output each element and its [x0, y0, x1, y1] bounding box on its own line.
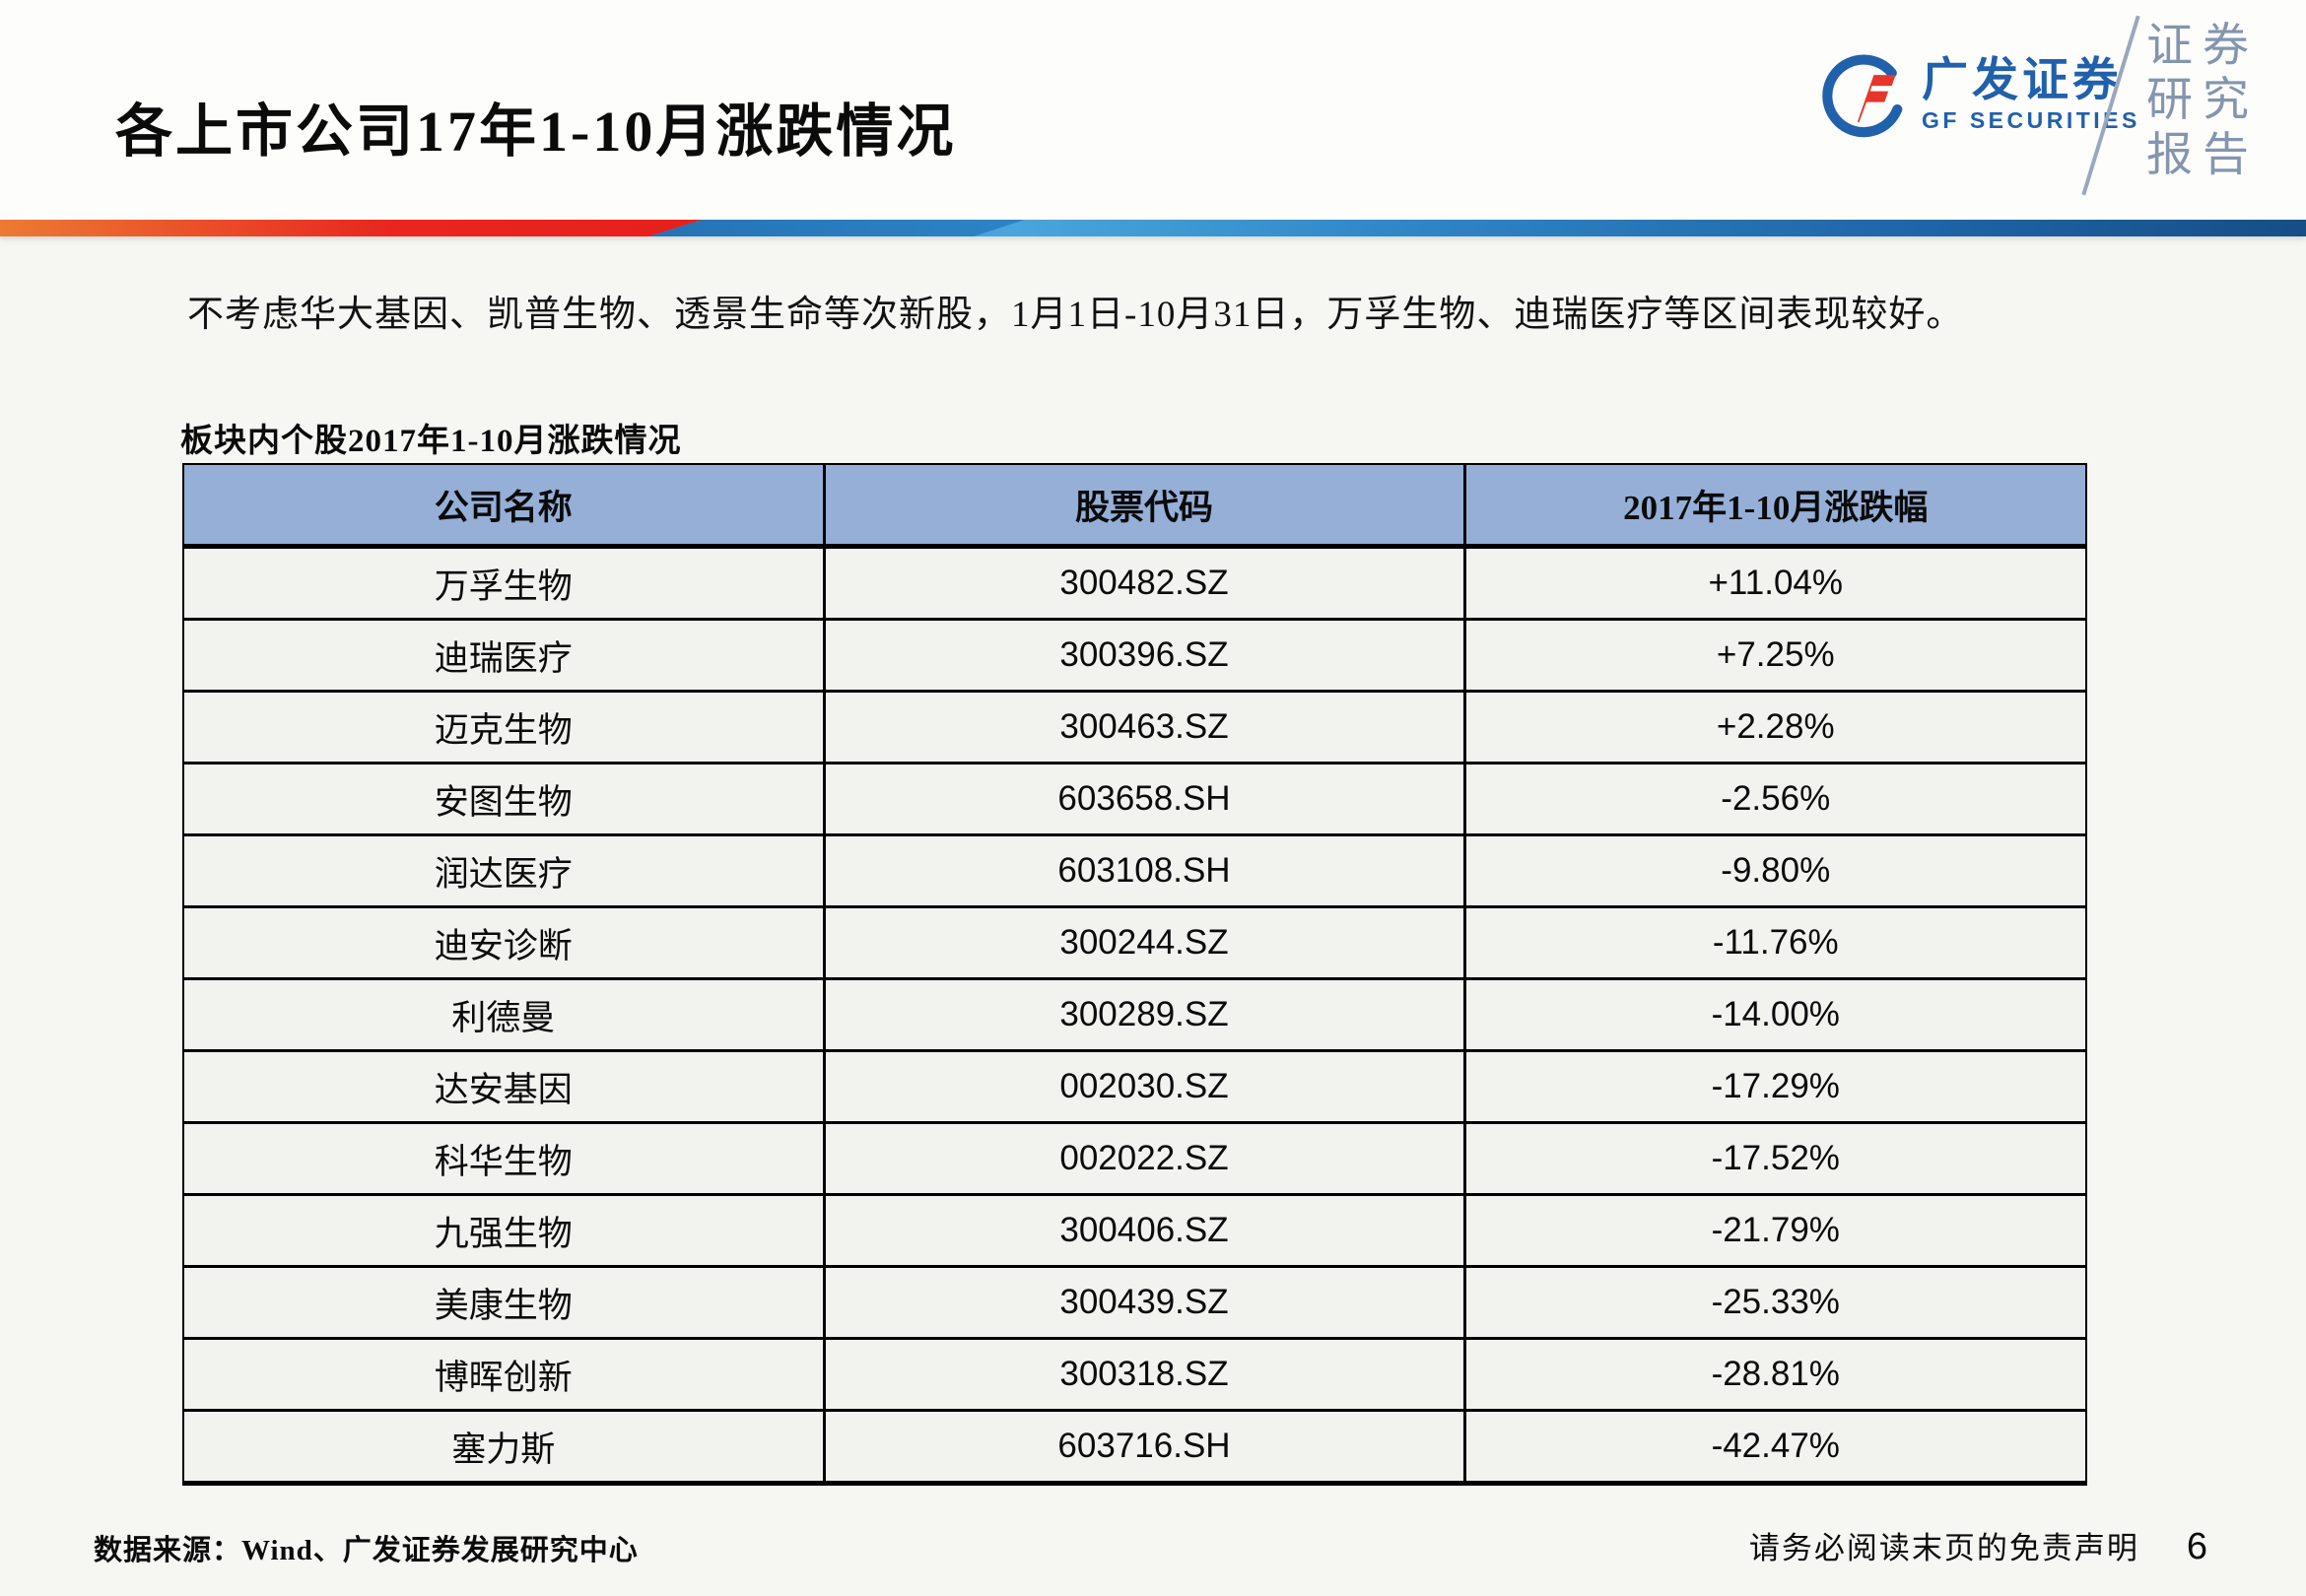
company-name-cell: 科华生物	[182, 1122, 824, 1196]
stock-code-cell: 300406.SZ	[822, 1194, 1464, 1268]
company-name-cell: 利德曼	[182, 978, 824, 1052]
column-header-stock-code: 股票代码	[822, 463, 1464, 549]
page-number: 6	[2186, 1526, 2207, 1567]
table-row: 博晖创新 300318.SZ -28.81%	[182, 1338, 2087, 1412]
stock-code-cell: 300463.SZ	[822, 691, 1464, 765]
logo-tagline: 证券 研究 报告	[2146, 20, 2284, 183]
stock-code-cell: 300244.SZ	[822, 906, 1464, 980]
company-name-cell: 迪安诊断	[182, 906, 824, 980]
change-cell: -11.76%	[1462, 906, 2087, 980]
change-cell: -17.29%	[1462, 1050, 2087, 1124]
logo-company-name-cn: 广发证券	[1922, 53, 2123, 105]
company-name-cell: 安图生物	[182, 763, 824, 836]
footer-right: 请务必阅读末页的免责声明 6	[1749, 1523, 2207, 1568]
change-cell: -2.56%	[1462, 763, 2087, 836]
top-band	[0, 0, 2306, 220]
change-cell: -17.52%	[1462, 1122, 2087, 1196]
stock-code-cell: 603108.SH	[822, 834, 1464, 908]
company-name-cell: 润达医疗	[182, 834, 824, 908]
accent-gradient-bar	[0, 220, 2306, 236]
stock-code-cell: 300289.SZ	[822, 978, 1464, 1052]
table-row: 达安基因 002030.SZ -17.29%	[182, 1050, 2087, 1124]
change-cell: -9.80%	[1462, 834, 2087, 908]
tagline-line: 研究	[2146, 75, 2259, 127]
table-row: 迪安诊断 300244.SZ -11.76%	[182, 906, 2087, 980]
disclaimer-note: 请务必阅读末页的免责声明	[1748, 1531, 2139, 1565]
table-caption: 板块内个股2017年1-10月涨跌情况	[180, 424, 682, 459]
change-cell: -42.47%	[1462, 1410, 2087, 1486]
company-name-cell: 博晖创新	[182, 1338, 824, 1412]
accent-bar-midblue-segment	[648, 220, 1025, 236]
stock-code-cell: 002030.SZ	[822, 1050, 1464, 1124]
company-name-cell: 迪瑞医疗	[182, 619, 824, 693]
stock-code-cell: 300396.SZ	[822, 619, 1464, 693]
table-row: 万孚生物 300482.SZ +11.04%	[182, 546, 2087, 621]
company-name-cell: 九强生物	[182, 1194, 824, 1268]
change-cell: +11.04%	[1462, 546, 2087, 621]
tagline-line: 报告	[2146, 129, 2259, 181]
company-name-cell: 美康生物	[182, 1266, 824, 1340]
stock-code-cell: 300318.SZ	[822, 1338, 1464, 1412]
tagline-line: 证券	[2146, 21, 2259, 72]
table-row: 科华生物 002022.SZ -17.52%	[182, 1122, 2087, 1196]
data-source-note: 数据来源：Wind、广发证券发展研究中心	[94, 1535, 639, 1566]
company-name-cell: 迈克生物	[182, 691, 824, 765]
column-header-change: 2017年1-10月涨跌幅	[1462, 463, 2087, 549]
table-row: 利德曼 300289.SZ -14.00%	[182, 978, 2087, 1052]
accent-bar-red-segment	[0, 220, 702, 236]
company-name-cell: 塞力斯	[182, 1410, 824, 1486]
stock-code-cell: 300482.SZ	[822, 546, 1464, 621]
change-cell: -21.79%	[1462, 1194, 2087, 1268]
stock-code-cell: 603658.SH	[822, 763, 1464, 836]
change-cell: -14.00%	[1462, 978, 2087, 1052]
table-row: 塞力斯 603716.SH -42.47%	[182, 1410, 2087, 1486]
change-cell: -25.33%	[1462, 1266, 2087, 1340]
company-name-cell: 万孚生物	[182, 546, 824, 621]
stock-code-cell: 603716.SH	[822, 1410, 1464, 1486]
gf-logo-icon	[1821, 53, 1912, 144]
stock-change-table: 公司名称 股票代码 2017年1-10月涨跌幅 万孚生物 300482.SZ +…	[182, 463, 2087, 1486]
logo-company-name-en: GF SECURITIES	[1922, 107, 2140, 134]
change-cell: -28.81%	[1462, 1338, 2087, 1412]
table-row: 迈克生物 300463.SZ +2.28%	[182, 691, 2087, 765]
gf-securities-logo: 广发证券 GF SECURITIES 证券 研究 报告	[1821, 12, 2284, 199]
table-row: 九强生物 300406.SZ -21.79%	[182, 1194, 2087, 1268]
change-cell: +7.25%	[1462, 619, 2087, 693]
stock-code-cell: 002022.SZ	[822, 1122, 1464, 1196]
page-title: 各上市公司17年1-10月涨跌情况	[115, 100, 957, 164]
table-row: 安图生物 603658.SH -2.56%	[182, 763, 2087, 836]
table-row: 迪瑞医疗 300396.SZ +7.25%	[182, 619, 2087, 693]
column-header-company-name: 公司名称	[182, 463, 824, 549]
logo-text: 广发证券 GF SECURITIES	[1922, 55, 2178, 134]
table-row: 美康生物 300439.SZ -25.33%	[182, 1266, 2087, 1340]
table-header-row: 公司名称 股票代码 2017年1-10月涨跌幅	[182, 463, 2087, 549]
company-name-cell: 达安基因	[182, 1050, 824, 1124]
table-row: 润达医疗 603108.SH -9.80%	[182, 834, 2087, 908]
intro-paragraph: 不考虑华大基因、凯普生物、透景生命等次新股，1月1日-10月31日，万孚生物、迪…	[187, 295, 1964, 335]
change-cell: +2.28%	[1462, 691, 2087, 765]
stock-code-cell: 300439.SZ	[822, 1266, 1464, 1340]
